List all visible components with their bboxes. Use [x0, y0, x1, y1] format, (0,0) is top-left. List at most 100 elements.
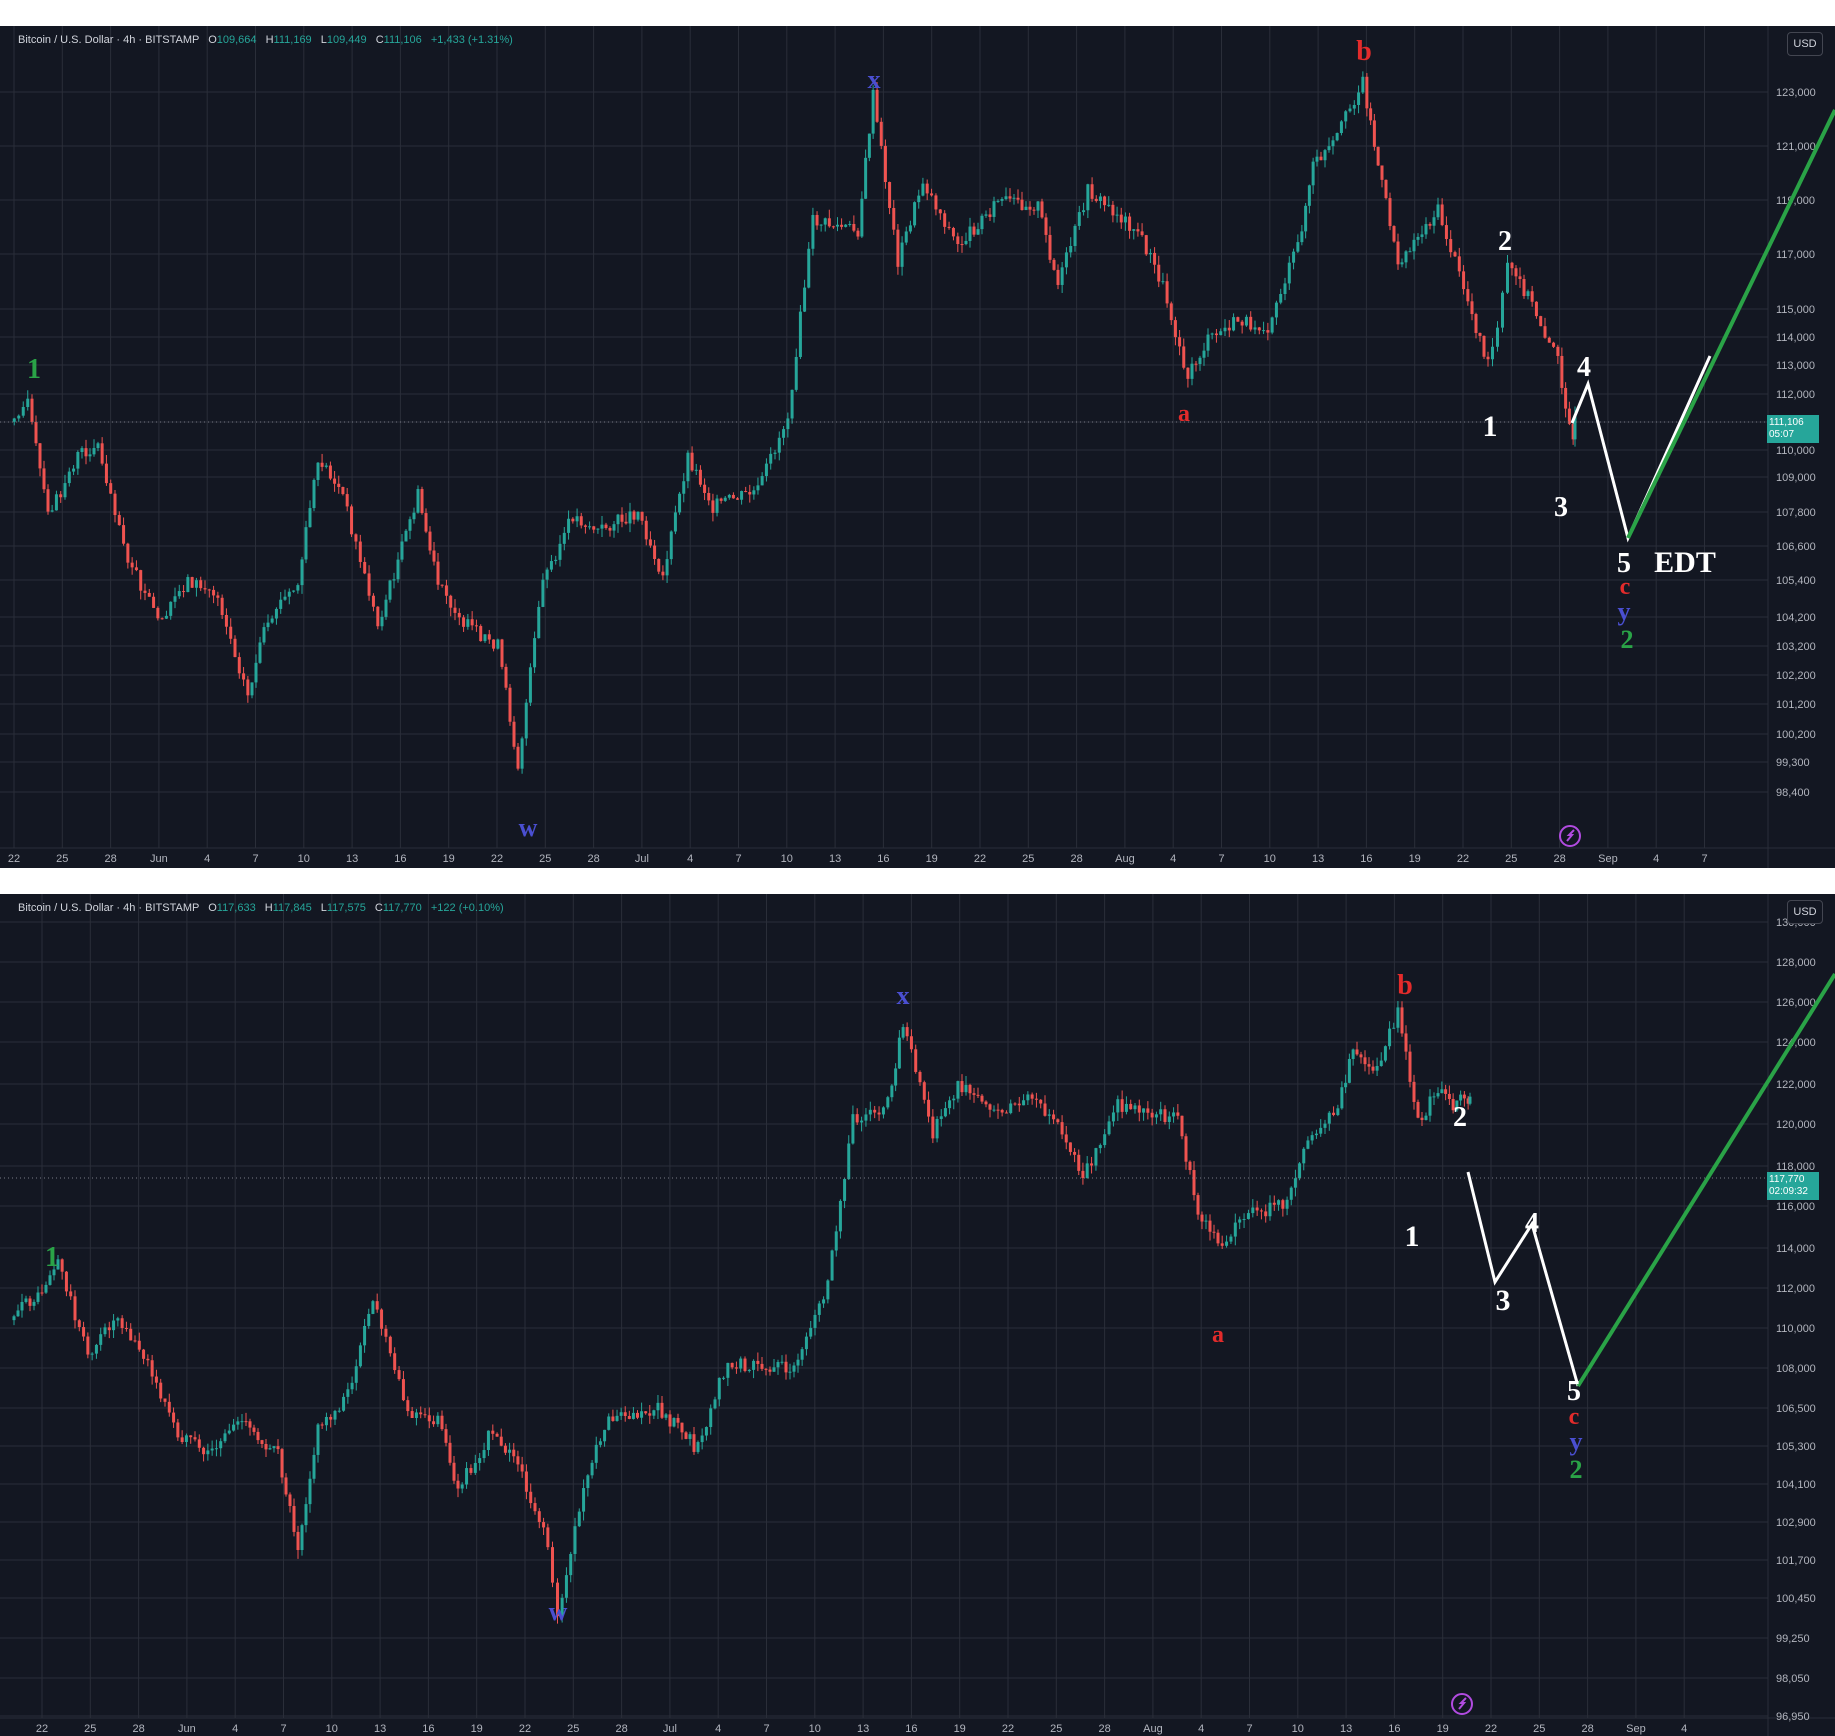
- candle-body: [590, 1462, 594, 1476]
- price-axis-label: 100,200: [1776, 729, 1816, 741]
- candle-body: [756, 1360, 760, 1364]
- time-axis[interactable]: 22 25 28 Jun 4 7 10 13 16 19 22 25 28 Jul 4 7 10 13 16 19 22…: [8, 853, 1708, 865]
- candle-body: [1352, 104, 1356, 109]
- candle-body: [809, 1327, 813, 1337]
- bar-countdown: 02:09:32: [1769, 1186, 1808, 1197]
- chart-top-canvas[interactable]: 123,000 121,000 119,000 117,000 115,000 114,0…: [0, 26, 1835, 868]
- candle-body: [1060, 267, 1064, 285]
- candle-body: [939, 1116, 943, 1119]
- candle-body: [1428, 1096, 1432, 1116]
- chart-bottom[interactable]: 130,000128,000126,000124,000122,000120,0…: [0, 894, 1835, 1736]
- candle-body: [843, 1179, 847, 1201]
- candle-body: [1336, 1108, 1340, 1116]
- projection-white-line[interactable]: [1570, 355, 1712, 543]
- candle-body: [1327, 1112, 1331, 1124]
- top-margin: [0, 0, 1835, 26]
- candle-body: [320, 1424, 324, 1426]
- candle-body: [363, 561, 367, 574]
- candle-body: [154, 1376, 158, 1383]
- candle-body: [212, 589, 216, 596]
- candle-body: [479, 626, 483, 642]
- candle-body: [1111, 1112, 1115, 1122]
- projection-green-line[interactable]: [1626, 109, 1835, 539]
- time-axis[interactable]: 22 25 28 Jun 4 7 10 13 16 19 22 25 28 Jul 4 7 10 13 16 19 22…: [36, 1723, 1687, 1735]
- price-axis[interactable]: 130,000128,000126,000124,000122,000120,0…: [1776, 917, 1816, 1736]
- candle-body: [220, 597, 224, 615]
- chart-bottom-canvas[interactable]: 130,000128,000126,000124,000122,000120,0…: [0, 894, 1835, 1736]
- candle-body: [392, 579, 396, 581]
- candle-body: [628, 511, 632, 524]
- candle-body: [811, 214, 815, 249]
- candle-body: [752, 1360, 756, 1370]
- candle-body: [296, 1531, 300, 1551]
- time-axis-label: 7: [252, 853, 258, 865]
- change-value: +122 (+0.10%): [430, 902, 504, 914]
- open-value: 109,664: [216, 34, 257, 46]
- candle-body: [822, 1299, 826, 1304]
- candle-body: [186, 577, 190, 593]
- chart-top[interactable]: 123,000 121,000 119,000 117,000 115,000 114,0…: [0, 26, 1835, 868]
- candle-body: [473, 1462, 477, 1473]
- candle-body: [1098, 196, 1102, 201]
- replay-icon[interactable]: [1451, 1693, 1473, 1715]
- time-axis-label: 22: [1485, 1723, 1497, 1735]
- candle-body: [1103, 1134, 1107, 1146]
- candle-body: [800, 1349, 804, 1360]
- candle-body: [312, 479, 316, 509]
- candle-body: [1344, 1082, 1348, 1088]
- time-axis-label: 4: [1653, 853, 1659, 865]
- replay-icon[interactable]: [1559, 825, 1581, 847]
- wave-label: 3: [1496, 1284, 1511, 1317]
- candle-body: [1214, 333, 1218, 336]
- candle-body: [139, 570, 143, 591]
- candle-body: [492, 639, 496, 649]
- price-axis-label: 102,900: [1776, 1517, 1816, 1529]
- candle-body: [1311, 161, 1315, 186]
- candle-body: [1165, 281, 1169, 304]
- candle-body: [740, 491, 744, 500]
- price-axis-label: 108,000: [1776, 1363, 1816, 1375]
- candle-body: [1064, 252, 1068, 268]
- candle-body: [1281, 1200, 1285, 1209]
- candle-body: [867, 133, 871, 158]
- candle-body: [739, 1358, 743, 1369]
- candle-body: [1119, 214, 1123, 223]
- candle-body: [69, 1291, 73, 1297]
- candle-body: [67, 471, 71, 484]
- candle-body: [404, 530, 408, 542]
- price-axis-label: 100,450: [1776, 1593, 1816, 1605]
- currency-button[interactable]: USD: [1787, 32, 1823, 56]
- candle-body: [236, 1421, 240, 1425]
- price-axis[interactable]: 123,000 121,000 119,000 117,000 115,000 114,0…: [1776, 87, 1816, 799]
- candle-body: [804, 1336, 808, 1350]
- time-axis-label: 28: [1581, 1723, 1593, 1735]
- candle-body: [1506, 262, 1509, 293]
- candle-body: [304, 527, 308, 560]
- candle-body: [1004, 196, 1008, 200]
- candle-body: [819, 224, 823, 226]
- candle-body: [1518, 276, 1522, 280]
- currency-button[interactable]: USD: [1787, 900, 1823, 924]
- candle-body: [834, 1231, 838, 1251]
- projection-white-line[interactable]: [1466, 1171, 1580, 1387]
- candle-body: [1396, 1007, 1400, 1028]
- candle-body: [768, 1369, 772, 1372]
- candle-body: [1000, 199, 1004, 201]
- time-axis-label: 22: [1002, 1723, 1014, 1735]
- candle-body: [147, 592, 151, 597]
- projection-green-line[interactable]: [1576, 972, 1835, 1388]
- candle-body: [930, 193, 934, 196]
- candle-body: [268, 1448, 272, 1450]
- candle-body: [686, 452, 690, 482]
- candle-body: [1206, 334, 1210, 351]
- time-axis-label: 28: [104, 853, 116, 865]
- candle-body: [1266, 330, 1270, 333]
- candle-body: [734, 1367, 738, 1369]
- candle-body: [1491, 346, 1494, 360]
- candle-body: [1148, 252, 1152, 255]
- candle-body: [1376, 146, 1380, 166]
- candle-body: [886, 1097, 890, 1108]
- candle-body: [412, 512, 416, 520]
